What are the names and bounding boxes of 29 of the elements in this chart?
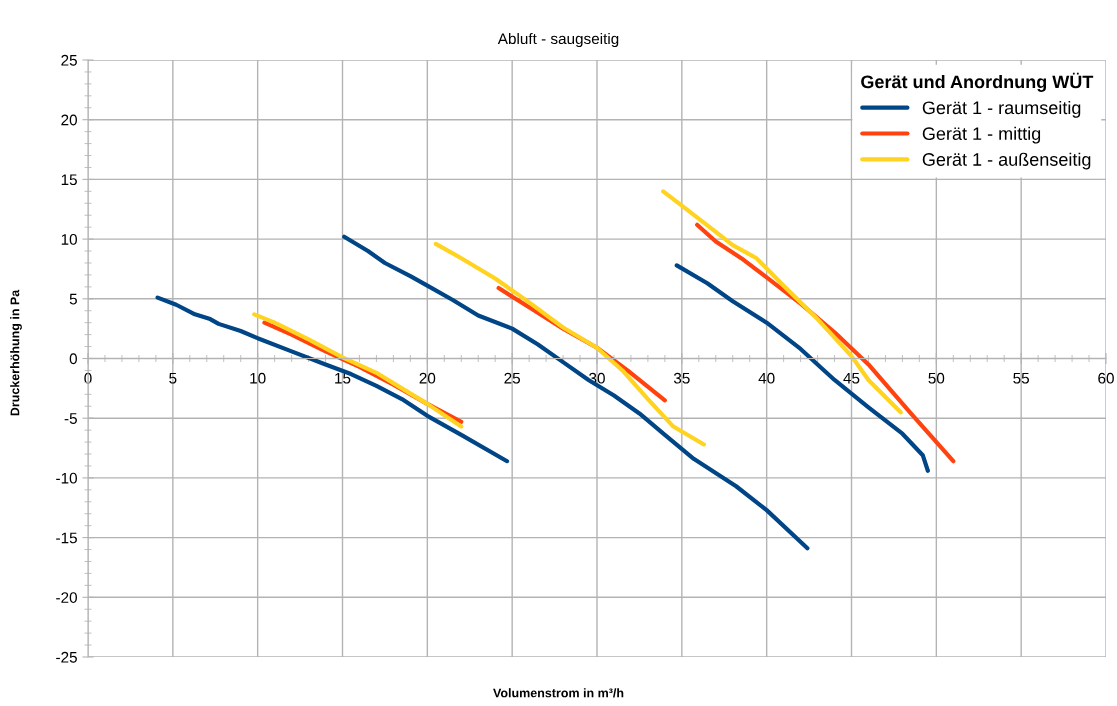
y-tick-label: -5 xyxy=(64,413,77,424)
y-tick-label: 25 xyxy=(61,54,77,66)
x-tick-label: 55 xyxy=(1013,372,1030,384)
y-tick-label: 0 xyxy=(69,353,77,365)
y-tick-label: -20 xyxy=(56,592,77,603)
y-tick-label: -15 xyxy=(56,532,77,544)
y-tick-label: 15 xyxy=(61,174,77,186)
y-tick-label: 5 xyxy=(69,293,77,305)
legend-label: Gerät 1 - mittig xyxy=(922,126,1041,144)
x-tick-label: 0 xyxy=(84,372,92,384)
y-tick-label: -10 xyxy=(56,472,77,484)
legend-label: Gerät 1 - außenseitig xyxy=(922,152,1091,170)
legend-title: Gerät und Anordnung WÜT xyxy=(861,72,1094,92)
x-axis-title: Volumenstrom in m³/h xyxy=(493,688,624,698)
x-tick-label: 20 xyxy=(419,372,436,384)
y-tick-label: -25 xyxy=(56,651,77,663)
x-tick-label: 5 xyxy=(169,372,177,384)
y-tick-label: 20 xyxy=(61,114,77,126)
y-axis-title: Druckerhöhung in Pa xyxy=(10,289,22,416)
chart-title: Abluft - saugseitig xyxy=(497,32,619,48)
x-tick-label: 10 xyxy=(250,372,266,384)
x-tick-label: 45 xyxy=(843,372,860,384)
x-tick-label: 50 xyxy=(928,372,945,384)
x-tick-label: 25 xyxy=(504,372,521,384)
x-tick-label: 40 xyxy=(758,372,775,384)
legend-label: Gerät 1 - raumseitig xyxy=(922,100,1081,118)
x-tick-label: 35 xyxy=(673,372,690,384)
x-tick-label: 60 xyxy=(1098,372,1114,384)
y-tick-label: 10 xyxy=(61,233,77,245)
